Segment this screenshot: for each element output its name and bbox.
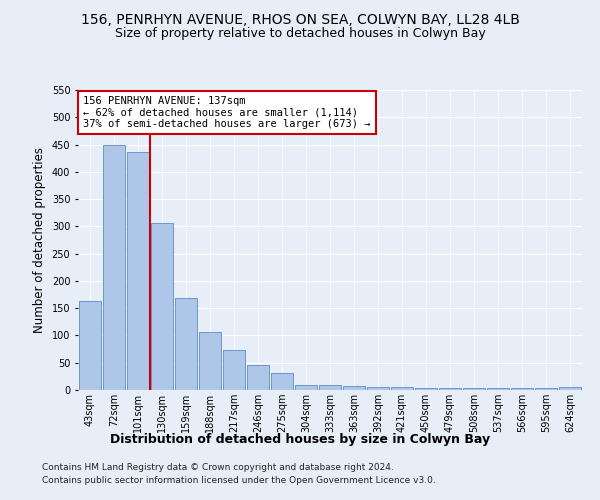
Bar — [343, 386, 365, 390]
Bar — [79, 301, 101, 390]
Bar — [295, 384, 317, 390]
Bar — [223, 350, 245, 390]
Text: Contains HM Land Registry data © Crown copyright and database right 2024.: Contains HM Land Registry data © Crown c… — [42, 462, 394, 471]
Bar — [487, 388, 509, 390]
Bar — [271, 372, 293, 390]
Bar — [535, 388, 557, 390]
Bar — [463, 388, 485, 390]
Bar — [367, 388, 389, 390]
Y-axis label: Number of detached properties: Number of detached properties — [33, 147, 46, 333]
Text: Size of property relative to detached houses in Colwyn Bay: Size of property relative to detached ho… — [115, 28, 485, 40]
Bar — [127, 152, 149, 390]
Bar — [319, 384, 341, 390]
Bar — [439, 388, 461, 390]
Text: 156, PENRHYN AVENUE, RHOS ON SEA, COLWYN BAY, LL28 4LB: 156, PENRHYN AVENUE, RHOS ON SEA, COLWYN… — [80, 12, 520, 26]
Bar — [415, 388, 437, 390]
Bar — [511, 388, 533, 390]
Text: 156 PENRHYN AVENUE: 137sqm
← 62% of detached houses are smaller (1,114)
37% of s: 156 PENRHYN AVENUE: 137sqm ← 62% of deta… — [83, 96, 371, 129]
Bar — [175, 298, 197, 390]
Bar — [391, 388, 413, 390]
Bar — [247, 366, 269, 390]
Bar — [103, 144, 125, 390]
Bar — [559, 388, 581, 390]
Text: Contains public sector information licensed under the Open Government Licence v3: Contains public sector information licen… — [42, 476, 436, 485]
Text: Distribution of detached houses by size in Colwyn Bay: Distribution of detached houses by size … — [110, 432, 490, 446]
Bar — [151, 223, 173, 390]
Bar — [199, 332, 221, 390]
